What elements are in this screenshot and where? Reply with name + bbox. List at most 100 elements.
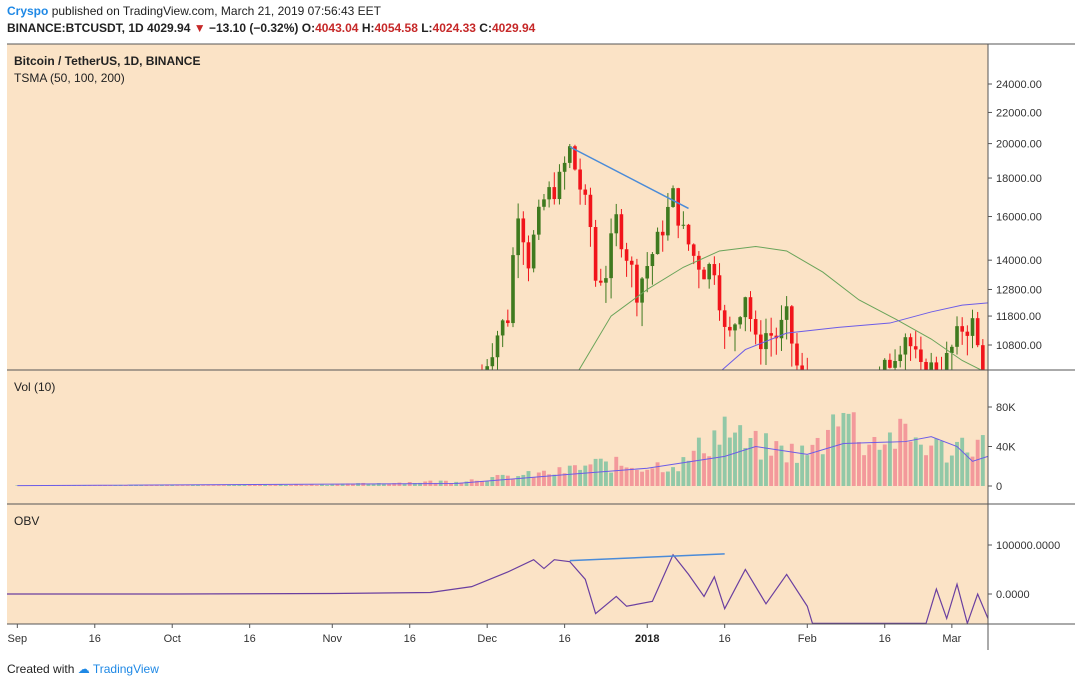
volume-bar: [237, 484, 242, 486]
x-tick-label: 16: [244, 633, 256, 645]
candle-body: [769, 333, 773, 336]
volume-bar: [738, 425, 743, 486]
candle-body: [645, 266, 650, 279]
volume-bar: [325, 485, 330, 486]
created-with-text: Created with: [7, 662, 75, 676]
volume-bar: [856, 442, 861, 486]
volume-bar: [490, 477, 495, 486]
candle-body: [500, 320, 505, 336]
volume-bar: [660, 472, 665, 486]
volume-bar: [392, 483, 397, 486]
volume-bar: [314, 485, 319, 486]
candle-body: [640, 278, 644, 303]
candle-body: [624, 249, 629, 261]
author-name[interactable]: Cryspo: [7, 4, 49, 18]
volume-bar: [433, 482, 438, 486]
low-label: L:: [421, 21, 433, 35]
candle-body: [743, 297, 748, 318]
ohlc-header: BINANCE:BTCUSDT, 1D 4029.94 ▼ −13.10 (−0…: [7, 21, 535, 35]
price-tick-label: 20000.00: [996, 139, 1042, 151]
volume-bar: [924, 455, 928, 486]
publish-info: Cryspo published on TradingView.com, Mar…: [7, 4, 381, 18]
candle-body: [903, 337, 908, 355]
volume-bar: [330, 484, 335, 486]
obv-tick-label: 0.0000: [996, 589, 1030, 601]
volume-bar: [789, 443, 794, 486]
candle-body: [981, 345, 985, 370]
volume-bar: [304, 485, 309, 486]
candle-body: [950, 346, 954, 353]
volume-bar: [655, 462, 660, 486]
volume-bar: [650, 468, 655, 486]
volume-bar: [970, 456, 975, 486]
volume-bar: [696, 437, 701, 486]
x-tick-label: Oct: [164, 633, 181, 645]
price-chart-title: Bitcoin / TetherUS, 1D, BINANCE: [14, 54, 200, 68]
candle-body: [929, 362, 934, 370]
x-tick-label: 16: [719, 633, 731, 645]
volume-bar: [846, 413, 851, 486]
volume-bar: [211, 485, 216, 486]
volume-pane-title: Vol (10): [14, 380, 55, 394]
price-tick-label: 16000.00: [996, 212, 1042, 224]
candle-body: [789, 306, 794, 344]
volume-bar: [299, 484, 304, 486]
volume-bar: [505, 475, 510, 486]
volume-bar: [686, 460, 691, 486]
obv-pane-title: OBV: [14, 514, 39, 528]
volume-bar: [702, 453, 706, 486]
volume-bar: [717, 444, 722, 486]
volume-bar: [676, 471, 681, 486]
volume-bar: [170, 484, 175, 486]
candle-body: [676, 188, 681, 226]
volume-bar: [557, 467, 562, 486]
tradingview-logo-icon[interactable]: ☁: [77, 662, 90, 676]
candle-body: [919, 349, 923, 362]
candle-body: [712, 264, 717, 276]
volume-bar: [273, 484, 278, 486]
candle-body: [955, 326, 959, 347]
candle-body: [619, 214, 624, 250]
volume-bar: [144, 485, 149, 486]
volume-bar: [242, 484, 247, 486]
candle-body: [753, 319, 758, 335]
volume-bar: [371, 484, 376, 486]
volume-bar: [665, 471, 670, 486]
candle-body: [567, 146, 572, 163]
volume-bar: [955, 441, 959, 486]
volume-bar: [815, 437, 820, 486]
volume-bar: [800, 445, 805, 486]
volume-bar: [232, 484, 237, 486]
high-label: H:: [361, 21, 375, 35]
x-tick-label: Nov: [322, 633, 342, 645]
obv-trendline: [569, 553, 725, 562]
volume-bar: [108, 485, 113, 486]
candle-body: [671, 188, 675, 207]
volume-bar: [309, 484, 314, 486]
volume-bar: [552, 474, 557, 486]
volume-bar: [898, 418, 903, 486]
candle-body: [552, 187, 557, 200]
volume-bar: [671, 467, 675, 486]
volume-bar: [449, 483, 453, 486]
volume-bar: [536, 472, 541, 486]
open-value: 4043.04: [315, 21, 359, 35]
price-change: −13.10 (−0.32%): [208, 21, 299, 35]
x-tick-label: Sep: [8, 633, 28, 645]
volume-tick-label: 40K: [996, 442, 1016, 454]
candle-body: [593, 227, 598, 281]
candle-body: [913, 346, 918, 350]
price-tick-label: 12800.00: [996, 284, 1042, 296]
volume-bar: [887, 432, 892, 486]
volume-bar: [939, 440, 944, 486]
x-tick-label: 16: [89, 633, 101, 645]
candle-body: [655, 231, 660, 255]
candle-body: [485, 366, 489, 370]
tradingview-brand[interactable]: TradingView: [92, 662, 159, 676]
volume-bar: [722, 416, 727, 486]
volume-bar: [201, 485, 206, 486]
candle-body: [934, 362, 939, 370]
candle-body: [795, 343, 799, 366]
volume-bar: [645, 469, 650, 486]
